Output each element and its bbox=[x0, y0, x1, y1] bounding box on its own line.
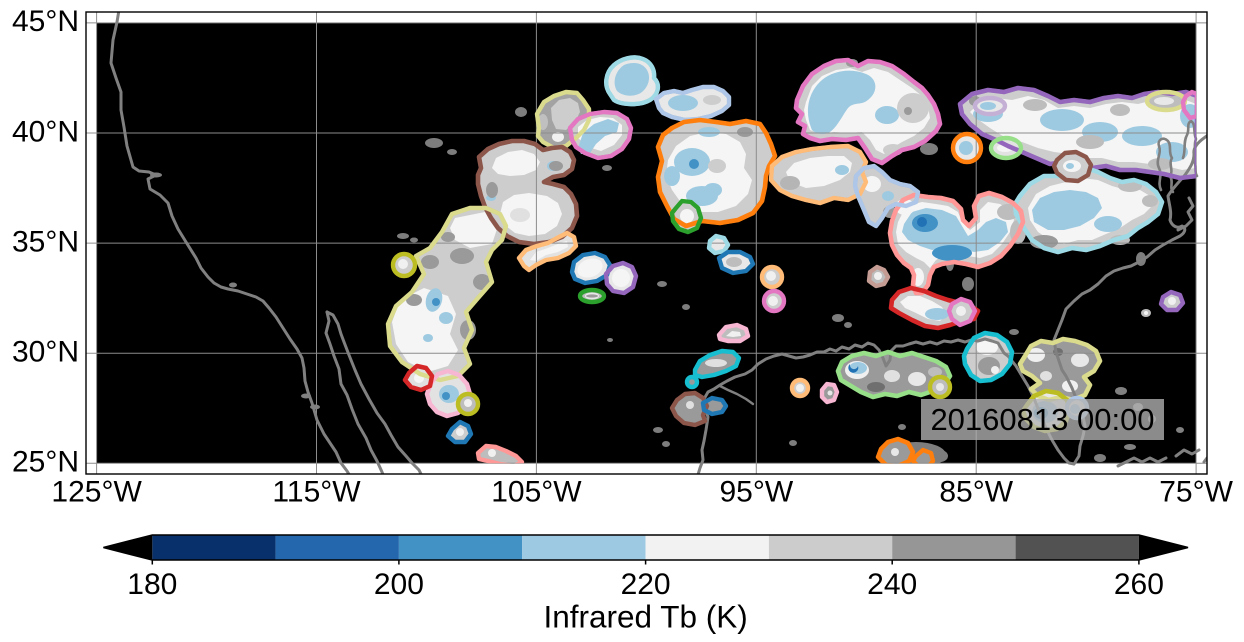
svg-text:35°N: 35°N bbox=[12, 225, 79, 258]
svg-text:Infrared Tb (K): Infrared Tb (K) bbox=[543, 599, 747, 635]
svg-text:220: 220 bbox=[621, 568, 671, 601]
svg-text:40°N: 40°N bbox=[12, 115, 79, 148]
svg-text:95°W: 95°W bbox=[719, 476, 793, 509]
svg-text:20160813 00:00: 20160813 00:00 bbox=[930, 402, 1154, 437]
svg-text:105°W: 105°W bbox=[491, 476, 582, 509]
svg-text:115°W: 115°W bbox=[272, 476, 361, 509]
svg-text:85°W: 85°W bbox=[939, 476, 1013, 509]
svg-text:180: 180 bbox=[127, 568, 177, 601]
svg-text:260: 260 bbox=[1114, 568, 1164, 601]
svg-text:25°N: 25°N bbox=[12, 446, 79, 479]
svg-text:75°W: 75°W bbox=[1159, 476, 1233, 509]
svg-text:30°N: 30°N bbox=[12, 336, 79, 369]
svg-text:240: 240 bbox=[867, 568, 917, 601]
svg-text:200: 200 bbox=[374, 568, 424, 601]
svg-text:125°W: 125°W bbox=[51, 476, 142, 509]
svg-text:45°N: 45°N bbox=[12, 5, 79, 38]
